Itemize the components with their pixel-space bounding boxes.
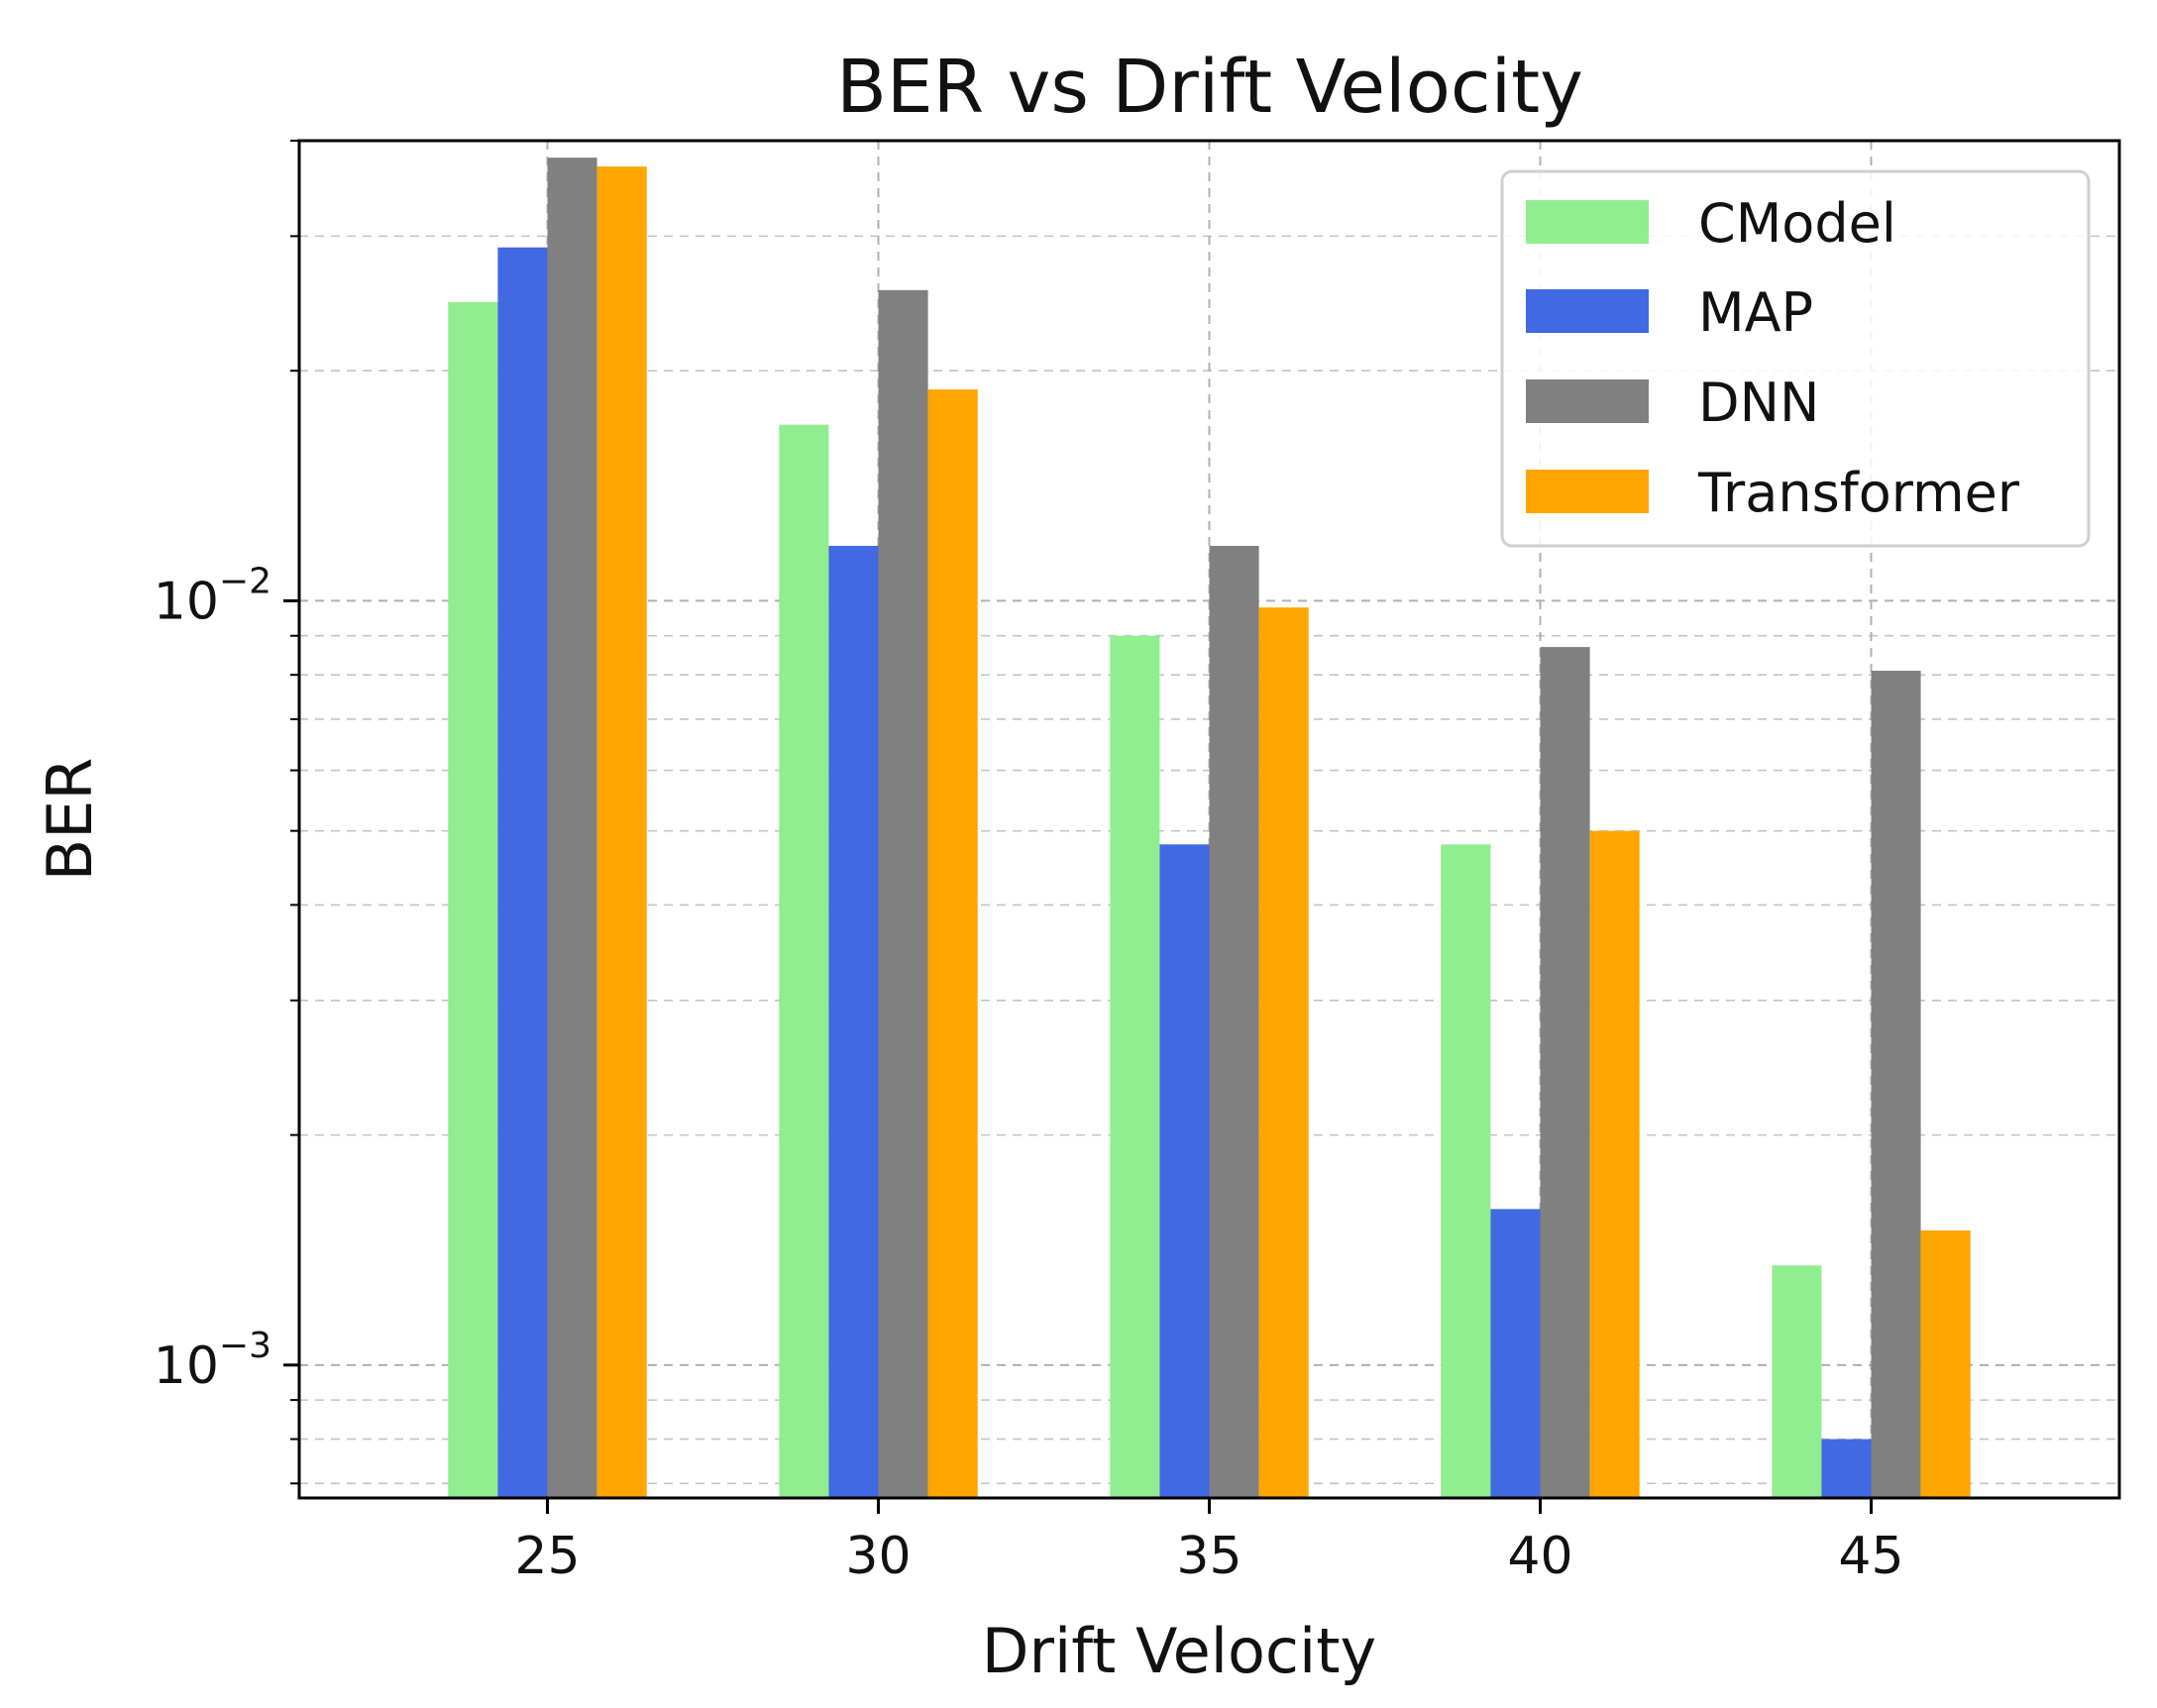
bar-cmodel-30 bbox=[779, 424, 829, 1498]
y-tick-label: 10−3 bbox=[154, 1326, 271, 1396]
legend-label-cmodel: CModel bbox=[1698, 192, 1896, 255]
x-tick-label: 30 bbox=[845, 1527, 911, 1586]
legend-label-transformer: Transformer bbox=[1697, 462, 2020, 524]
bar-dnn-45 bbox=[1871, 671, 1921, 1498]
bar-transformer-25 bbox=[596, 166, 647, 1498]
x-tick-label: 40 bbox=[1507, 1527, 1572, 1586]
legend-label-map: MAP bbox=[1698, 281, 1813, 344]
bar-map-35 bbox=[1159, 844, 1210, 1498]
bar-map-25 bbox=[497, 247, 548, 1499]
bar-dnn-35 bbox=[1209, 545, 1259, 1498]
y-axis-label: BER bbox=[34, 758, 106, 882]
chart-title: BER vs Drift Velocity bbox=[836, 45, 1583, 130]
bar-map-45 bbox=[1821, 1439, 1872, 1498]
x-tick-label: 25 bbox=[514, 1527, 580, 1586]
bar-transformer-45 bbox=[1920, 1229, 1971, 1498]
bar-map-40 bbox=[1490, 1209, 1541, 1498]
bar-cmodel-45 bbox=[1772, 1265, 1822, 1498]
bar-transformer-30 bbox=[927, 389, 978, 1498]
legend-box bbox=[1500, 169, 2091, 548]
bar-transformer-35 bbox=[1258, 607, 1309, 1498]
axis-ticks: 25 30 35 40 45 10−2 10−3 bbox=[154, 140, 1904, 1586]
bar-dnn-30 bbox=[878, 289, 928, 1499]
legend-swatch-dnn bbox=[1526, 379, 1649, 423]
bar-cmodel-25 bbox=[448, 301, 498, 1499]
bar-cmodel-35 bbox=[1110, 635, 1160, 1498]
x-tick-label: 35 bbox=[1176, 1527, 1241, 1586]
bars bbox=[448, 158, 1971, 1499]
legend-swatch-cmodel bbox=[1526, 200, 1649, 244]
bar-dnn-40 bbox=[1540, 647, 1590, 1498]
legend: CModel MAP DNN Transformer bbox=[1500, 169, 2091, 548]
x-tick-label: 45 bbox=[1838, 1527, 1903, 1586]
bar-cmodel-40 bbox=[1441, 844, 1491, 1498]
bar-map-30 bbox=[828, 545, 879, 1498]
legend-swatch-map bbox=[1526, 289, 1649, 333]
bar-transformer-40 bbox=[1589, 830, 1640, 1498]
x-axis-label: Drift Velocity bbox=[982, 1615, 1376, 1687]
legend-swatch-transformer bbox=[1526, 470, 1649, 513]
y-tick-label: 10−2 bbox=[154, 561, 271, 631]
bar-dnn-25 bbox=[547, 158, 597, 1498]
legend-label-dnn: DNN bbox=[1698, 372, 1819, 434]
